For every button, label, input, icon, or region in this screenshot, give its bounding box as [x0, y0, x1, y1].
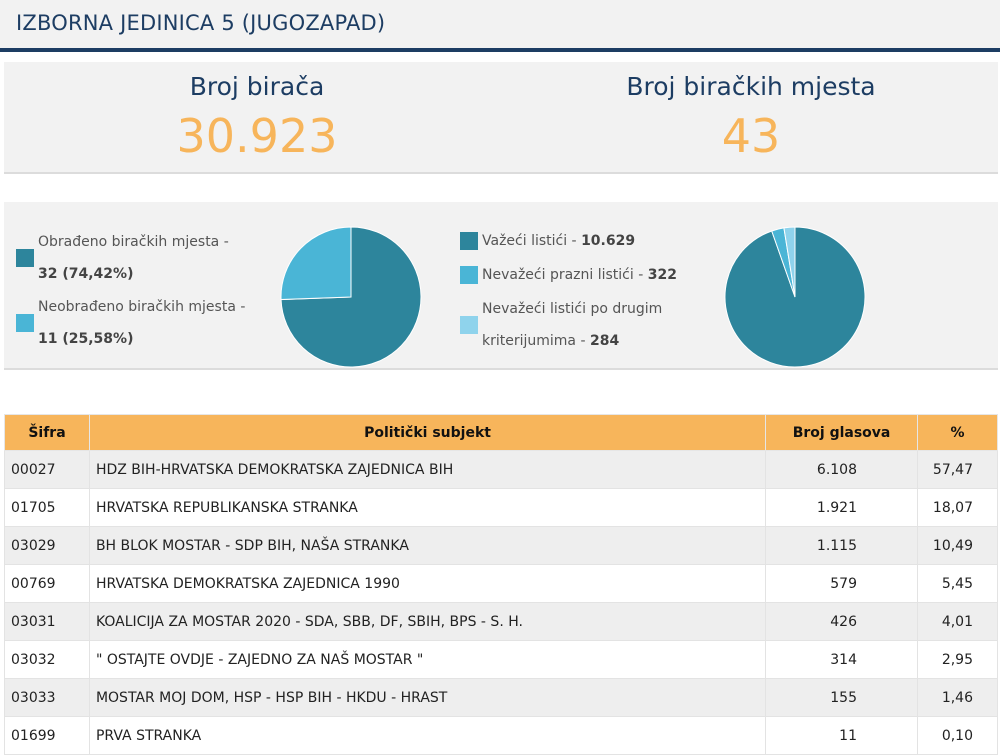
header-party[interactable]: Politički subjekt: [88, 414, 767, 451]
valid-swatch: [460, 232, 478, 250]
row-party: HRVATSKA REPUBLIKANSKA STRANKA: [88, 488, 767, 527]
row-code: 03031: [4, 602, 90, 641]
row-pct: 5,45: [917, 564, 998, 603]
ballots-pie-chart: [724, 226, 866, 368]
table-row: 00769 HRVATSKA DEMOKRATSKA ZAJEDNICA 199…: [4, 564, 998, 603]
stations-value: 43: [721, 109, 781, 163]
table-row: 03031 KOALICIJA ZA MOSTAR 2020 - SDA, SB…: [4, 602, 998, 641]
table-row: 01699 PRVA STRANKA 11 0,10: [4, 716, 998, 755]
other-invalid-legend-label-1: Nevažeći listići po drugim: [482, 301, 663, 317]
row-pct: 4,01: [917, 602, 998, 641]
table-row: 00027 HDZ BIH-HRVATSKA DEMOKRATSKA ZAJED…: [4, 450, 998, 489]
voters-value: 30.923: [176, 109, 338, 163]
row-party: " OSTAJTE OVDJE - ZAJEDNO ZA NAŠ MOSTAR …: [88, 640, 767, 679]
row-party: KOALICIJA ZA MOSTAR 2020 - SDA, SBB, DF,…: [88, 602, 767, 641]
stats-panel: Broj birača 30.923 Broj biračkih mjesta …: [4, 62, 998, 174]
row-votes: 6.108: [765, 450, 918, 489]
row-code: 00027: [4, 450, 90, 489]
row-votes: 1.115: [765, 526, 918, 565]
processed-swatch: [16, 249, 34, 267]
row-pct: 1,46: [917, 678, 998, 717]
page-title: IZBORNA JEDINICA 5 (JUGOZAPAD): [16, 11, 386, 35]
table-row: 01705 HRVATSKA REPUBLIKANSKA STRANKA 1.9…: [4, 488, 998, 527]
table-header-row: Šifra Politički subjekt Broj glasova %: [4, 414, 998, 451]
blank-legend: Nevažeći prazni listići - 322: [482, 259, 677, 291]
valid-legend-label: Važeći listići -: [482, 233, 582, 249]
row-code: 01705: [4, 488, 90, 527]
stations-stat: Broj biračkih mjesta 43: [551, 62, 951, 165]
other-invalid-legend-value: 284: [589, 333, 620, 349]
row-code: 01699: [4, 716, 90, 755]
processed-legend-value: 32 (74,42%): [38, 266, 134, 282]
valid-legend-value: 10.629: [581, 233, 636, 249]
unprocessed-legend-label: Neobrađeno biračkih mjesta -: [38, 299, 246, 315]
processed-legend: Obrađeno biračkih mjesta - 32 (74,42%): [38, 226, 229, 290]
unprocessed-legend-value: 11 (25,58%): [38, 331, 134, 347]
blank-swatch: [460, 266, 478, 284]
row-code: 00769: [4, 564, 90, 603]
header-pct[interactable]: %: [917, 414, 998, 451]
stations-pie-chart: [280, 226, 422, 368]
row-pct: 18,07: [917, 488, 998, 527]
unprocessed-swatch: [16, 314, 34, 332]
row-pct: 57,47: [917, 450, 998, 489]
header-votes[interactable]: Broj glasova: [765, 414, 918, 451]
row-party: HDZ BIH-HRVATSKA DEMOKRATSKA ZAJEDNICA B…: [88, 450, 767, 489]
row-code: 03032: [4, 640, 90, 679]
results-table: Šifra Politički subjekt Broj glasova % 0…: [4, 414, 998, 755]
blank-legend-value: 322: [647, 267, 677, 283]
row-votes: 314: [765, 640, 918, 679]
row-pct: 10,49: [917, 526, 998, 565]
table-row: 03032 " OSTAJTE OVDJE - ZAJEDNO ZA NAŠ M…: [4, 640, 998, 679]
unprocessed-slice: [280, 226, 352, 301]
table-row: 03033 MOSTAR MOJ DOM, HSP - HSP BIH - HK…: [4, 678, 998, 717]
valid-legend: Važeći listići - 10.629: [482, 225, 635, 257]
row-code: 03029: [4, 526, 90, 565]
header-bar: IZBORNA JEDINICA 5 (JUGOZAPAD): [0, 0, 1000, 52]
row-party: PRVA STRANKA: [88, 716, 767, 755]
other-invalid-legend: Nevažeći listići po drugim kriterijumima…: [482, 293, 662, 357]
header-code[interactable]: Šifra: [4, 414, 90, 451]
blank-legend-label: Nevažeći prazni listići -: [482, 267, 648, 283]
row-party: BH BLOK MOSTAR - SDP BIH, NAŠA STRANKA: [88, 526, 767, 565]
row-code: 03033: [4, 678, 90, 717]
other-invalid-swatch: [460, 316, 478, 334]
row-votes: 426: [765, 602, 918, 641]
stations-label: Broj biračkih mjesta: [626, 72, 876, 101]
row-votes: 579: [765, 564, 918, 603]
row-votes: 155: [765, 678, 918, 717]
row-pct: 0,10: [917, 716, 998, 755]
processed-legend-label: Obrađeno biračkih mjesta -: [38, 234, 229, 250]
voters-label: Broj birača: [189, 72, 325, 101]
row-pct: 2,95: [917, 640, 998, 679]
row-votes: 11: [765, 716, 918, 755]
row-votes: 1.921: [765, 488, 918, 527]
row-party: MOSTAR MOJ DOM, HSP - HSP BIH - HKDU - H…: [88, 678, 767, 717]
table-row: 03029 BH BLOK MOSTAR - SDP BIH, NAŠA STR…: [4, 526, 998, 565]
other-invalid-legend-label-2: kriterijumima -: [482, 333, 590, 349]
voters-stat: Broj birača 30.923: [57, 62, 457, 165]
row-party: HRVATSKA DEMOKRATSKA ZAJEDNICA 1990: [88, 564, 767, 603]
unprocessed-legend: Neobrađeno biračkih mjesta - 11 (25,58%): [38, 291, 245, 355]
other-invalid-slice: [783, 226, 796, 298]
charts-panel: Obrađeno biračkih mjesta - 32 (74,42%) N…: [4, 202, 998, 370]
